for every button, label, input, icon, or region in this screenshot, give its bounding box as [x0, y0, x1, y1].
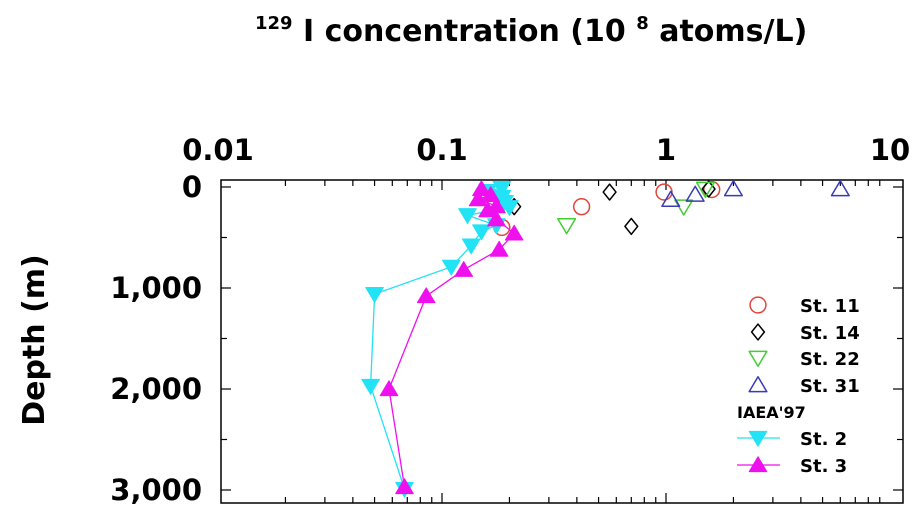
title-main: I concentration (10 — [303, 14, 626, 49]
legend-marker-st-31 — [748, 376, 768, 393]
legend-label-st-22: St. 22 — [800, 349, 860, 370]
data-point-st-31 — [723, 180, 743, 197]
legend-marker-st-22 — [748, 350, 768, 367]
data-point-st-2 — [458, 208, 477, 225]
data-point-st-2 — [365, 286, 384, 303]
legend-marker-st-14 — [750, 323, 766, 341]
title-unit: atoms/L) — [659, 14, 807, 49]
data-point-st-14 — [624, 217, 639, 236]
data-point-st-3 — [454, 261, 474, 277]
title-exponent: 8 — [636, 13, 649, 34]
data-point-st-3 — [478, 201, 498, 218]
data-point-st-3 — [468, 190, 488, 207]
y-tick-label: 2,000 — [110, 372, 202, 406]
legend-label-st-3: St. 3 — [800, 456, 847, 477]
data-point-st-2 — [492, 180, 512, 197]
legend-label-st-14: St. 14 — [800, 323, 860, 344]
legend-group-title: IAEA'97 — [737, 403, 806, 422]
data-point-st-31 — [830, 180, 850, 197]
data-point-st-14 — [701, 180, 716, 198]
legend-label-st-2: St. 2 — [800, 429, 847, 450]
data-point-st-3 — [395, 478, 414, 495]
data-point-st-14 — [602, 183, 617, 201]
y-axis-label: Depth (m) — [17, 254, 52, 426]
plot-frame — [220, 179, 904, 504]
x-tick-label: 0.01 — [182, 133, 254, 167]
data-point-st-22 — [674, 199, 694, 216]
data-point-st-2 — [461, 238, 481, 255]
data-point-st-2 — [361, 378, 380, 395]
legend-label-st-11: St. 11 — [800, 296, 860, 317]
data-point-st-2 — [472, 224, 491, 241]
data-point-st-2 — [500, 200, 519, 216]
data-point-st-31 — [661, 190, 681, 207]
data-point-st-2 — [441, 259, 461, 276]
data-point-st-3 — [379, 380, 399, 397]
legend-marker-st-11 — [749, 296, 767, 314]
y-tick-label: 0 — [182, 170, 202, 204]
legend-label-st-31: St. 31 — [800, 376, 860, 397]
x-tick-label: 1 — [656, 133, 676, 167]
data-point-st-11 — [703, 180, 721, 199]
title-isotope-superscript: 129 — [255, 13, 293, 34]
data-point-st-11 — [572, 198, 591, 216]
legend-marker-st-3 — [748, 456, 768, 473]
series-line-st-2 — [369, 187, 511, 490]
data-point-st-3 — [416, 287, 436, 304]
chart-title: 129 I concentration (10 8 atoms/L) — [255, 2, 807, 49]
data-point-st-22 — [695, 181, 715, 199]
data-point-st-3 — [489, 240, 509, 257]
series-line-st-3 — [388, 188, 516, 488]
y-tick-label: 3,000 — [110, 473, 202, 505]
data-point-st-3 — [504, 224, 524, 241]
x-tick-label: 0.1 — [416, 133, 467, 167]
data-point-st-22 — [557, 218, 577, 235]
data-point-st-3 — [487, 210, 506, 227]
x-tick-label: 10 — [870, 133, 910, 167]
data-point-st-31 — [685, 185, 705, 202]
data-point-st-3 — [481, 186, 501, 203]
legend-marker-st-2 — [748, 430, 768, 447]
plot-area: 0.01 0.1 1 10 0 1,000 2,000 3,000 St. 11 St. 14 St… — [110, 133, 910, 505]
y-tick-label: 1,000 — [110, 271, 202, 305]
